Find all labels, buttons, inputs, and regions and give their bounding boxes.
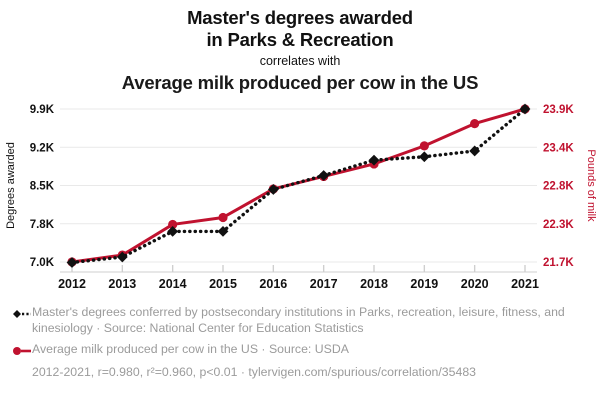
primary-title-line-2: in Parks & Recreation xyxy=(206,28,394,50)
right-tick-23.9K: 23.9K xyxy=(543,104,574,116)
primary-title: Master's degrees awarded in Parks & Recr… xyxy=(0,7,600,50)
data-point-2015 xyxy=(217,225,229,237)
data-point-2014 xyxy=(167,225,179,237)
right-axis-title: Pounds of milk xyxy=(585,149,597,222)
right-tick-22.8K: 22.8K xyxy=(543,180,574,192)
right-axis-tick-labels: 23.9K 23.4K 22.8K 22.3K 21.7K xyxy=(543,104,574,269)
left-tick-7.0K: 7.0K xyxy=(30,257,55,269)
x-tick-2019: 2019 xyxy=(410,277,438,291)
series-line xyxy=(70,107,527,265)
secondary-title: Average milk produced per cow in the US xyxy=(121,72,479,94)
left-axis-title: Degrees awarded xyxy=(5,142,17,229)
data-point-2016 xyxy=(267,183,279,195)
data-point-2020 xyxy=(469,145,481,157)
x-tick-2013: 2013 xyxy=(108,277,136,291)
gridlines xyxy=(60,108,537,263)
data-point-2021 xyxy=(519,103,531,115)
data-point-2020 xyxy=(470,118,480,129)
data-point-2019 xyxy=(419,141,429,151)
data-point-2012 xyxy=(66,257,78,268)
right-tick-22.3K: 22.3K xyxy=(543,219,574,231)
legend-label-milk-per-cow: Average milk produced per cow in the US … xyxy=(32,342,349,357)
left-tick-9.2K: 9.2K xyxy=(30,142,55,154)
x-tick-2020: 2020 xyxy=(461,277,489,291)
left-tick-9.9K: 9.9K xyxy=(30,104,55,116)
data-point-2017 xyxy=(318,169,330,181)
series-masters-degrees xyxy=(66,103,531,268)
chart-footer-stats: 2012-2021, r=0.980, r²=0.960, p<0.01 · t… xyxy=(32,365,476,380)
x-axis-tick-labels: 2012 2013 2014 2015 2016 2017 2018 2019 2020 2021 xyxy=(58,277,539,291)
data-point-2015 xyxy=(218,212,228,223)
legend-marker-diamond-dotted-icon xyxy=(13,310,31,318)
legend-item-masters-degrees: Master's degrees conferred by postsecond… xyxy=(6,305,594,336)
x-tick-2017: 2017 xyxy=(310,277,338,291)
x-tick-2018: 2018 xyxy=(360,277,388,291)
data-point-2019 xyxy=(418,151,430,163)
chart-legend: Master's degrees conferred by postsecond… xyxy=(0,305,600,381)
x-tick-2014: 2014 xyxy=(159,277,187,291)
correlation-line-chart: 9.9K 9.2K 8.5K 7.8K 7.0K 23.9K 23.4K 22.8K 22.3… xyxy=(5,103,597,291)
data-point-2013 xyxy=(116,251,128,263)
data-point-2014 xyxy=(168,219,178,229)
primary-title-line-1: Master's degrees awarded xyxy=(187,7,413,28)
left-tick-8.5K: 8.5K xyxy=(30,180,55,192)
x-tick-2012: 2012 xyxy=(58,277,86,291)
legend-item-milk-per-cow: Average milk produced per cow in the US … xyxy=(6,342,594,359)
left-axis-tick-labels: 9.9K 9.2K 8.5K 7.8K 7.0K xyxy=(30,104,55,269)
left-tick-7.8K: 7.8K xyxy=(30,219,55,231)
correlates-with-label: correlates with xyxy=(259,54,341,69)
legend-label-masters-degrees: Master's degrees conferred by postsecond… xyxy=(32,305,565,335)
chart-plot-area: 9.9K 9.2K 8.5K 7.8K 7.0K 23.9K 23.4K 22.8K 22.3… xyxy=(0,94,600,294)
x-axis-ticks xyxy=(71,264,526,272)
right-tick-21.7K: 21.7K xyxy=(543,257,574,269)
right-tick-23.4K: 23.4K xyxy=(543,142,574,154)
x-tick-2015: 2015 xyxy=(209,277,237,291)
x-tick-2016: 2016 xyxy=(259,277,287,291)
chart-title-block: Master's degrees awarded in Parks & Recr… xyxy=(0,0,600,94)
data-point-2018 xyxy=(368,154,380,166)
legend-marker-circle-solid-icon xyxy=(13,347,31,356)
x-tick-2021: 2021 xyxy=(511,277,539,291)
